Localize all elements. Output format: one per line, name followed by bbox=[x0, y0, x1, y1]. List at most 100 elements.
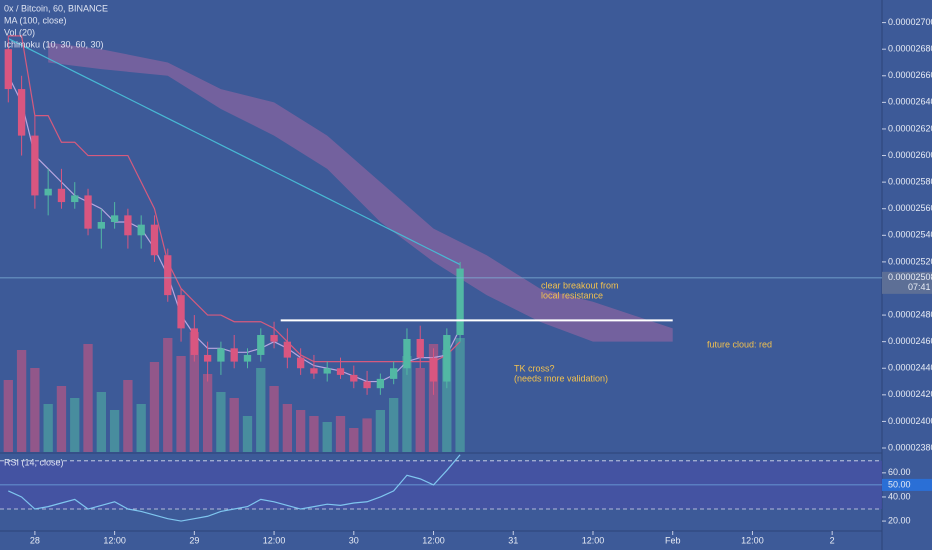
candle-body bbox=[17, 89, 26, 136]
volume-bar bbox=[428, 344, 439, 452]
volume-bar bbox=[30, 368, 40, 452]
y-tick-label: 0.00002660 bbox=[888, 70, 932, 80]
candle-body bbox=[350, 374, 358, 382]
candle-body bbox=[270, 335, 278, 342]
volume-bar bbox=[216, 392, 226, 452]
volume-bar bbox=[309, 416, 319, 452]
y-tick-label: 0.00002600 bbox=[888, 150, 932, 160]
volume-bar bbox=[256, 368, 266, 452]
y-tick-label: 0.00002700 bbox=[888, 17, 932, 27]
candle-body bbox=[376, 378, 385, 389]
volume-bar bbox=[176, 356, 186, 452]
volume-bar bbox=[282, 404, 293, 452]
candle-body bbox=[150, 224, 159, 256]
volume-bar bbox=[202, 374, 213, 452]
y-tick-label: 0.00002400 bbox=[888, 416, 932, 426]
volume-bar bbox=[3, 380, 13, 452]
symbol-title: 0x / Bitcoin, 60, BINANCE bbox=[4, 3, 108, 13]
candle-body bbox=[257, 335, 265, 355]
candle-body bbox=[57, 188, 66, 203]
volume-bar bbox=[269, 386, 279, 452]
rsi-line bbox=[8, 454, 461, 522]
candle-body bbox=[110, 215, 119, 223]
y-tick-label: 0.00002440 bbox=[888, 363, 932, 373]
indicator-label: Ichimoku (10, 30, 60, 30) bbox=[4, 39, 104, 49]
countdown: 07:41 bbox=[908, 282, 931, 292]
volume-bar bbox=[455, 338, 465, 452]
candle-body bbox=[84, 195, 92, 229]
kijun-line bbox=[8, 35, 461, 363]
candle-body bbox=[124, 215, 132, 236]
y-tick-label: 0.00002520 bbox=[888, 256, 932, 266]
candle-body bbox=[137, 224, 145, 236]
marks bbox=[0, 22, 886, 535]
volume-bar bbox=[415, 368, 425, 452]
last-price-box bbox=[882, 271, 932, 294]
candle-body bbox=[203, 354, 212, 362]
indicator-label: MA (100, close) bbox=[4, 15, 67, 25]
candle-body bbox=[456, 268, 464, 336]
ichimoku-cloud bbox=[48, 42, 673, 342]
rsi-label: RSI (14, close) bbox=[4, 457, 64, 467]
volume-bar bbox=[402, 356, 412, 452]
volume-bar bbox=[16, 350, 27, 452]
candle-body bbox=[323, 368, 331, 374]
candle-body bbox=[31, 135, 39, 196]
volume-bar bbox=[163, 338, 173, 452]
candle-body bbox=[443, 335, 451, 382]
volume-bar bbox=[123, 380, 133, 452]
volume-bar bbox=[43, 404, 53, 452]
volume-bar bbox=[96, 392, 106, 452]
candle-body bbox=[4, 49, 12, 90]
candle-body bbox=[283, 341, 292, 358]
annotation: clear breakout from bbox=[541, 280, 619, 290]
candle-body bbox=[363, 381, 371, 389]
volume-bar bbox=[229, 398, 239, 452]
y-tick-label: 0.00002460 bbox=[888, 336, 932, 346]
x-tick-label: 12:00 bbox=[422, 535, 445, 545]
y-tick-label: 0.00002380 bbox=[888, 442, 932, 452]
candle-body bbox=[243, 354, 252, 362]
volume-bar bbox=[389, 398, 399, 452]
volume-bar bbox=[335, 416, 346, 452]
rsi-tick-label: 40.00 bbox=[888, 491, 911, 501]
candle-body bbox=[296, 357, 305, 369]
volume-bar bbox=[322, 422, 332, 452]
volume-bar bbox=[56, 386, 67, 452]
y-tick-label: 0.00002580 bbox=[888, 177, 932, 187]
x-tick-label: 12:00 bbox=[103, 535, 126, 545]
volume-bar bbox=[362, 418, 372, 452]
y-tick-label: 0.00002560 bbox=[888, 203, 932, 213]
x-tick-label: 2 bbox=[830, 535, 835, 545]
candle-body bbox=[336, 368, 345, 375]
y-tick-label: 0.00002540 bbox=[888, 230, 932, 240]
annotation: TK cross? bbox=[514, 363, 555, 373]
x-tick-label: 30 bbox=[349, 535, 359, 545]
volume-bar bbox=[189, 332, 199, 452]
volume-bar bbox=[136, 404, 146, 452]
x-tick-label: 12:00 bbox=[582, 535, 605, 545]
x-tick-label: Feb bbox=[665, 535, 681, 545]
volume-bar bbox=[83, 344, 93, 452]
annotation: future cloud: red bbox=[707, 339, 772, 349]
rsi-tick-label: 60.00 bbox=[888, 467, 911, 477]
candle-body bbox=[416, 339, 424, 358]
volume-bar bbox=[375, 410, 386, 452]
candle-body bbox=[390, 368, 398, 379]
rsi-tick-label: 20.00 bbox=[888, 515, 911, 525]
candle-body bbox=[310, 368, 318, 374]
candle-body bbox=[217, 348, 225, 362]
candle-body bbox=[97, 222, 105, 229]
candle-body bbox=[71, 195, 79, 203]
y-tick-label: 0.00002680 bbox=[888, 44, 932, 54]
candle-body bbox=[177, 295, 185, 329]
x-tick-label: 12:00 bbox=[741, 535, 764, 545]
plot-bg bbox=[0, 0, 882, 550]
last-price-label: 0.00002508 bbox=[888, 272, 932, 282]
y-tick-label: 0.00002620 bbox=[888, 123, 932, 133]
rsi-mid-label: 50.00 bbox=[888, 479, 911, 489]
annotation: local resistance bbox=[541, 290, 603, 300]
x-tick-label: 29 bbox=[189, 535, 199, 545]
